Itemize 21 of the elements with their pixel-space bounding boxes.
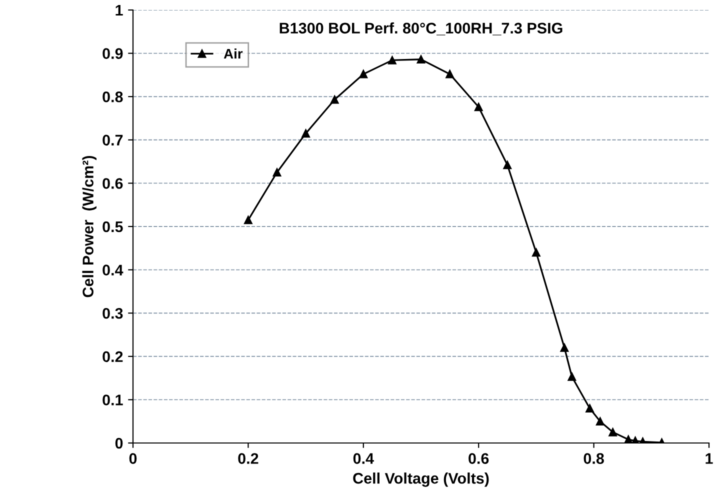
x-tick-label: 0.2 bbox=[238, 453, 258, 464]
y-tick-label: 0.7 bbox=[102, 134, 123, 146]
y-tick-label: 0.6 bbox=[102, 178, 123, 189]
x-tick-label: 0.6 bbox=[468, 453, 489, 464]
y-axis-title: Cell Power (W/cm²) bbox=[82, 156, 96, 298]
x-tick-label: 1 bbox=[706, 453, 713, 464]
y-tick-label: 0.8 bbox=[102, 91, 123, 102]
x-axis-title: Cell Voltage (Volts) bbox=[353, 472, 489, 487]
x-tick-label: 0 bbox=[129, 453, 137, 464]
y-tick-label: 0.5 bbox=[102, 221, 123, 232]
x-tick-label: 0.4 bbox=[353, 453, 374, 464]
y-tick-label: 1 bbox=[116, 5, 123, 16]
y-tick-label: 0.3 bbox=[102, 308, 123, 319]
y-tick-label: 0.1 bbox=[102, 394, 123, 406]
y-tick-label: 0 bbox=[115, 438, 123, 449]
legend-label: Air bbox=[224, 48, 243, 59]
x-tick-label: 0.8 bbox=[584, 453, 604, 464]
y-tick-label: 0.9 bbox=[102, 48, 123, 59]
text: B1300 BOL Perf. 80°C_100RH_7.3 PSIG bbox=[280, 22, 562, 36]
y-tick-label: 0.2 bbox=[102, 351, 123, 362]
y-tick-label: 0.4 bbox=[102, 264, 124, 276]
